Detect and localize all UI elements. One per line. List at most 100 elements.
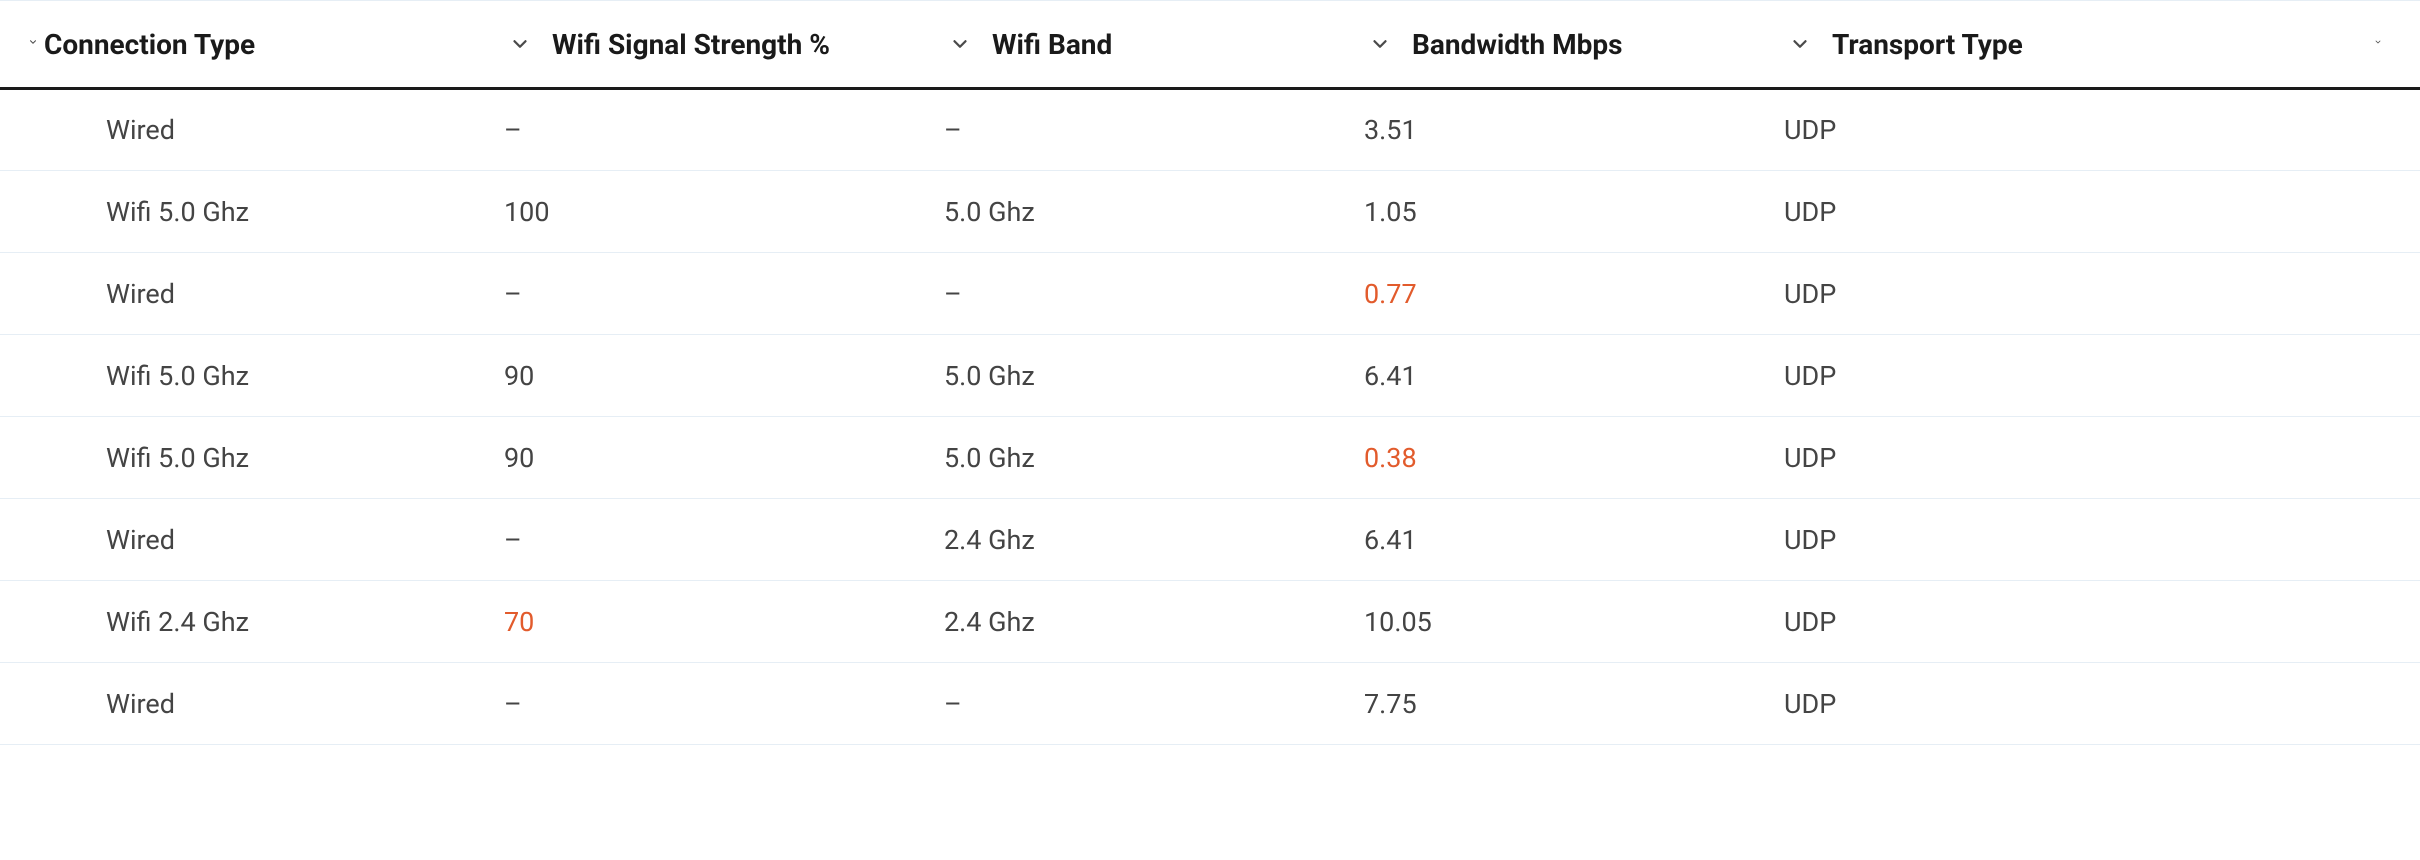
cell-wifi-band-value: 5.0 Ghz	[944, 196, 1035, 228]
chevron-down-icon	[1364, 33, 1396, 55]
cell-transport-type-value: UDP	[1784, 524, 1836, 556]
cell-transport-type: UDP	[1784, 417, 2360, 499]
cell-wifi-signal-value: –	[504, 114, 522, 146]
cell-connection-type: Wired	[44, 89, 504, 171]
cell-connection-type-value: Wired	[106, 524, 175, 556]
table-row[interactable]: Wifi 5.0 Ghz905.0 Ghz0.38UDP	[0, 417, 2420, 499]
cell-wifi-band-value: 5.0 Ghz	[944, 360, 1035, 392]
cell-transport-type: UDP	[1784, 89, 2360, 171]
cell-wifi-band-value: 2.4 Ghz	[944, 524, 1035, 556]
cell-bandwidth-value: 6.41	[1364, 360, 1417, 392]
header-label: Transport Type	[1832, 28, 2023, 61]
cell-bandwidth-value: 6.41	[1364, 524, 1417, 556]
table-row[interactable]: Wired – 2.4 Ghz 6.41 UDP	[0, 499, 2420, 581]
row-expand-placeholder	[0, 335, 44, 417]
cell-transport-type: UDP	[1784, 171, 2360, 253]
table-row[interactable]: Wired – – 3.51 UDP	[0, 89, 2420, 171]
cell-bandwidth: 6.41	[1364, 499, 1784, 581]
header-label: Wifi Band	[992, 28, 1112, 61]
header-connection-type[interactable]: Connection Type	[44, 1, 504, 89]
cell-wifi-signal: 90	[504, 335, 944, 417]
cell-wifi-signal: 70	[504, 581, 944, 663]
row-trailing-placeholder	[2360, 663, 2420, 745]
cell-bandwidth-value: 0.77	[1364, 278, 1417, 310]
row-expand-placeholder	[0, 499, 44, 581]
row-trailing-placeholder	[2360, 171, 2420, 253]
cell-connection-type: Wifi 5.0 Ghz	[44, 171, 504, 253]
row-trailing-placeholder	[2360, 499, 2420, 581]
header-label: Bandwidth Mbps	[1412, 28, 1623, 61]
table-row[interactable]: Wired – – 7.75 UDP	[0, 663, 2420, 745]
row-expand-placeholder	[0, 89, 44, 171]
cell-bandwidth-value: 7.75	[1364, 688, 1417, 720]
cell-bandwidth-value: 3.51	[1364, 114, 1417, 146]
table-row[interactable]: Wired –– 0.77 UDP	[0, 253, 2420, 335]
cell-wifi-signal: 90	[504, 417, 944, 499]
header-wifi-signal[interactable]: Wifi Signal Strength %	[504, 1, 944, 89]
cell-bandwidth: 1.05	[1364, 171, 1784, 253]
cell-transport-type-value: UDP	[1784, 278, 1836, 310]
table-header-row: Connection Type Wifi Signal Strength % W…	[0, 1, 2420, 89]
cell-wifi-band: 2.4 Ghz	[944, 499, 1364, 581]
header-expand-all[interactable]	[0, 1, 44, 89]
cell-transport-type-value: UDP	[1784, 360, 1836, 392]
chevron-down-icon	[2374, 31, 2406, 53]
header-label: Wifi Signal Strength %	[552, 28, 830, 61]
cell-transport-type: UDP	[1784, 499, 2360, 581]
row-trailing-placeholder	[2360, 581, 2420, 663]
cell-bandwidth-value: 10.05	[1364, 606, 1432, 638]
table-body: Wired––3.51UDPWifi 5.0 Ghz1005.0 Ghz1.05…	[0, 89, 2420, 745]
row-expand-placeholder	[0, 253, 44, 335]
table-row[interactable]: Wifi 5.0 Ghz100 5.0 Ghz 1.05UDP	[0, 171, 2420, 253]
cell-bandwidth: 0.38	[1364, 417, 1784, 499]
cell-transport-type-value: UDP	[1784, 688, 1836, 720]
cell-wifi-signal: –	[504, 89, 944, 171]
cell-transport-type-value: UDP	[1784, 114, 1836, 146]
cell-bandwidth: 7.75	[1364, 663, 1784, 745]
cell-wifi-signal: 100	[504, 171, 944, 253]
cell-connection-type-value: Wifi 5.0 Ghz	[106, 360, 249, 392]
table-row[interactable]: Wifi 5.0 Ghz 90 5.0 Ghz 6.41 UDP	[0, 335, 2420, 417]
cell-wifi-band-value: 2.4 Ghz	[944, 606, 1035, 638]
cell-wifi-band: –	[944, 89, 1364, 171]
chevron-down-icon	[1784, 33, 1816, 55]
cell-bandwidth: 0.77	[1364, 253, 1784, 335]
header-bandwidth[interactable]: Bandwidth Mbps	[1364, 1, 1784, 89]
row-trailing-placeholder	[2360, 89, 2420, 171]
cell-bandwidth: 3.51	[1364, 89, 1784, 171]
chevron-down-icon	[6, 31, 38, 53]
row-expand-placeholder	[0, 663, 44, 745]
row-trailing-placeholder	[2360, 335, 2420, 417]
cell-transport-type: UDP	[1784, 253, 2360, 335]
cell-wifi-band: –	[944, 663, 1364, 745]
cell-wifi-signal-value: 90	[504, 360, 534, 392]
cell-wifi-signal-value: 90	[504, 442, 534, 474]
cell-wifi-signal: –	[504, 253, 944, 335]
cell-wifi-signal: –	[504, 499, 944, 581]
cell-connection-type: Wired	[44, 253, 504, 335]
header-transport-type[interactable]: Transport Type	[1784, 1, 2360, 89]
header-trailing-menu[interactable]	[2360, 1, 2420, 89]
cell-connection-type: Wifi 2.4 Ghz	[44, 581, 504, 663]
cell-connection-type-value: Wifi 5.0 Ghz	[106, 442, 249, 474]
cell-wifi-band: 5.0 Ghz	[944, 171, 1364, 253]
cell-wifi-signal-value: –	[504, 688, 522, 720]
cell-wifi-band-value: –	[944, 114, 962, 146]
table-row[interactable]: Wifi 2.4 Ghz702.4 Ghz10.05UDP	[0, 581, 2420, 663]
cell-wifi-band: –	[944, 253, 1364, 335]
cell-connection-type-value: Wired	[106, 278, 175, 310]
cell-wifi-signal-value: 70	[504, 606, 534, 638]
cell-wifi-band-value: –	[944, 278, 962, 310]
cell-wifi-band-value: –	[944, 688, 962, 720]
chevron-down-icon	[944, 33, 976, 55]
row-expand-placeholder	[0, 171, 44, 253]
header-wifi-band[interactable]: Wifi Band	[944, 1, 1364, 89]
cell-wifi-band: 2.4 Ghz	[944, 581, 1364, 663]
cell-connection-type-value: Wired	[106, 114, 175, 146]
cell-wifi-signal-value: 100	[504, 196, 550, 228]
cell-connection-type-value: Wired	[106, 688, 175, 720]
cell-wifi-signal-value: –	[504, 524, 522, 556]
row-expand-placeholder	[0, 417, 44, 499]
cell-transport-type-value: UDP	[1784, 442, 1836, 474]
cell-connection-type: Wifi 5.0 Ghz	[44, 417, 504, 499]
